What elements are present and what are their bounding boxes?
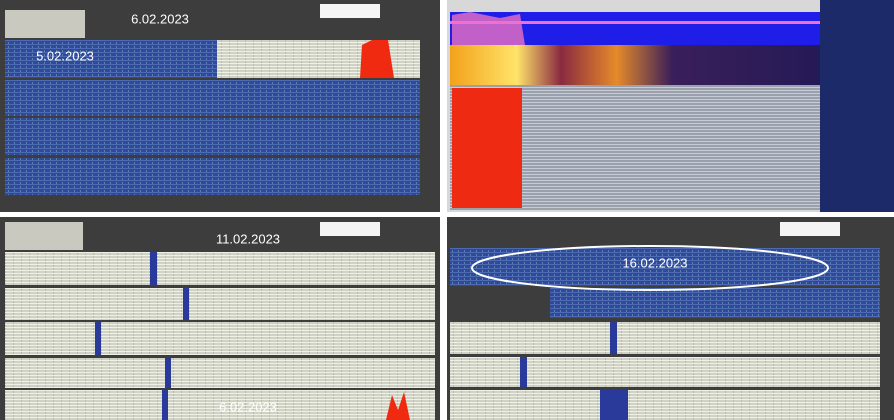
strip bbox=[5, 158, 420, 195]
strip bbox=[5, 118, 420, 155]
strip bbox=[450, 322, 880, 354]
panel-top-right bbox=[447, 0, 894, 212]
date-label: 11.02.2023 bbox=[216, 231, 280, 246]
color-scale bbox=[780, 222, 840, 236]
panel-bg bbox=[447, 217, 894, 420]
date-label: 16.02.2023 bbox=[622, 255, 687, 270]
page: 6.02.2023 5.02.2023 11.02.2023 6.02.2023 bbox=[0, 0, 894, 420]
signal-burst bbox=[452, 88, 522, 208]
strip bbox=[5, 322, 435, 355]
gap-bar bbox=[150, 252, 157, 285]
color-scale bbox=[320, 4, 380, 18]
panel-bottom-left: 11.02.2023 6.02.2023 bbox=[0, 217, 440, 420]
panel-top-left: 6.02.2023 5.02.2023 bbox=[0, 0, 440, 212]
frequency-band bbox=[450, 45, 820, 85]
amplitude-line bbox=[450, 21, 820, 24]
gap-bar bbox=[162, 390, 168, 420]
strip bbox=[5, 252, 435, 285]
color-scale bbox=[320, 222, 380, 236]
panel-bottom-right: 16.02.2023 bbox=[447, 217, 894, 420]
header-area bbox=[5, 222, 83, 250]
strip bbox=[550, 288, 880, 318]
date-label: 6.02.2023 bbox=[131, 11, 189, 26]
signal-burst bbox=[360, 40, 394, 78]
strip bbox=[5, 80, 420, 116]
gap-bar bbox=[520, 357, 527, 387]
strip bbox=[5, 288, 435, 320]
date-label: 5.02.2023 bbox=[36, 48, 94, 63]
amplitude-peak bbox=[452, 12, 525, 45]
gap-bar bbox=[95, 322, 101, 355]
gap-bar bbox=[165, 358, 171, 388]
date-label: 6.02.2023 bbox=[219, 399, 277, 414]
gap-bar bbox=[183, 288, 189, 320]
screenshot-collage: 6.02.2023 5.02.2023 11.02.2023 6.02.2023 bbox=[0, 0, 894, 420]
strip bbox=[5, 358, 435, 388]
strip bbox=[450, 390, 880, 420]
gap-bar bbox=[600, 390, 628, 420]
gap-bar bbox=[610, 322, 617, 354]
side-scale bbox=[820, 0, 894, 212]
header-area bbox=[5, 10, 85, 38]
strip bbox=[450, 357, 880, 387]
